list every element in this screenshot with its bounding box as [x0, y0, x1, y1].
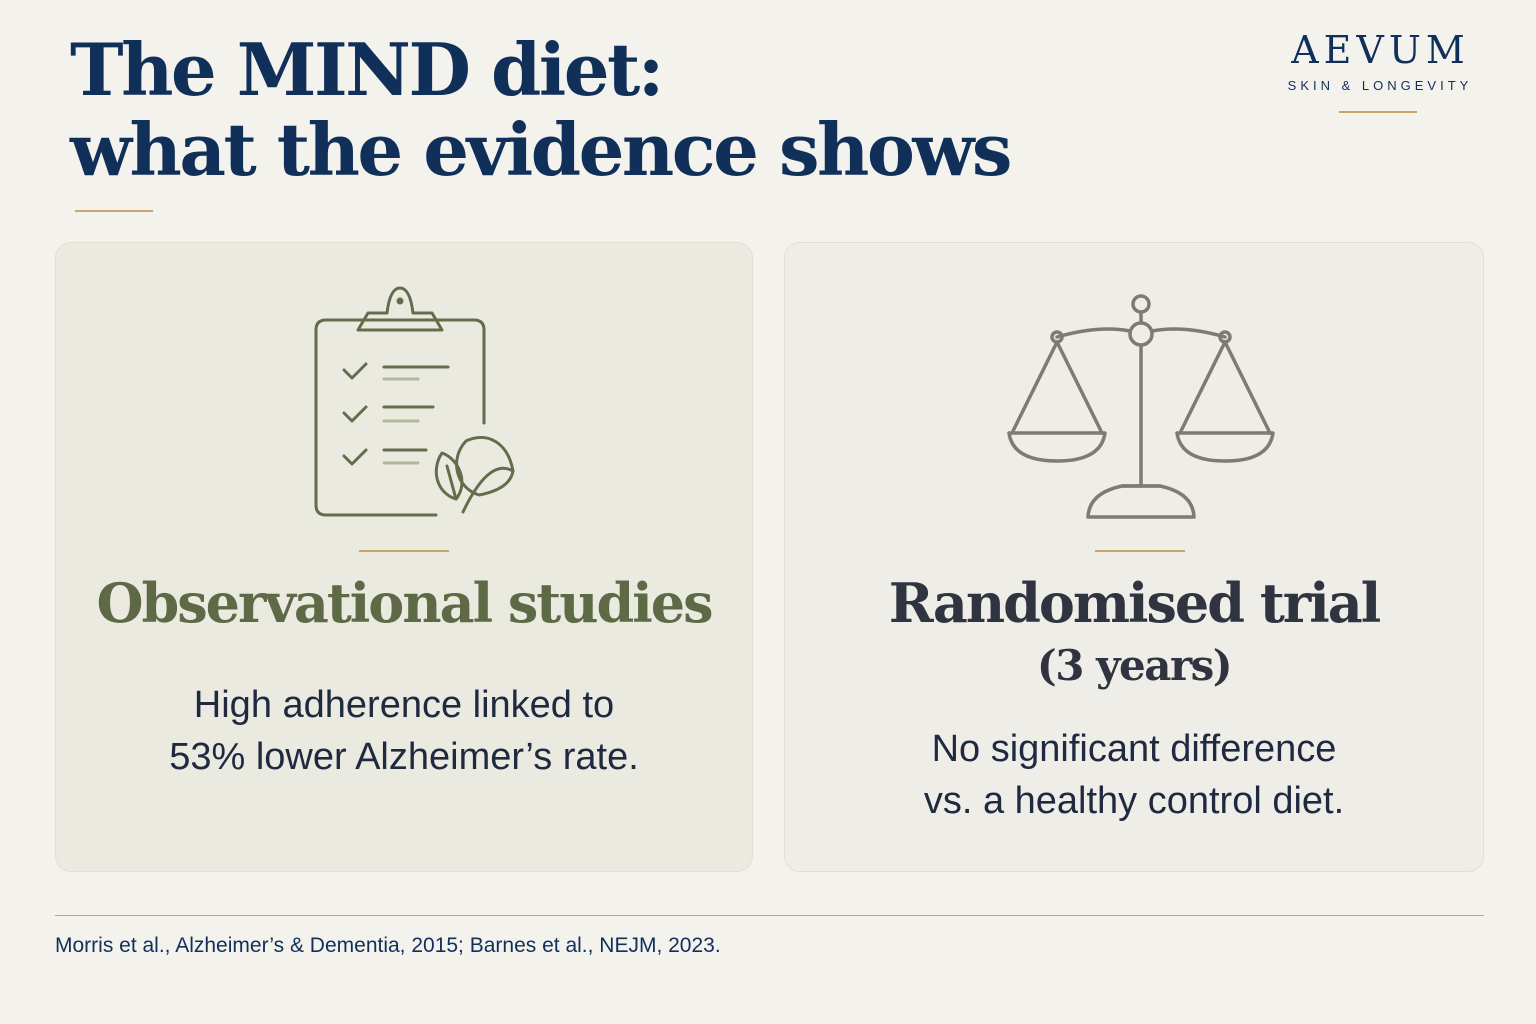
randomised-trial-card: Randomised trial (3 years) No significan…: [784, 242, 1484, 872]
observational-studies-card: Observational studies High adherence lin…: [55, 242, 753, 872]
brand-tagline: SKIN & LONGEVITY: [1287, 78, 1473, 93]
card-text-line-2: vs. a healthy control diet.: [923, 780, 1345, 822]
card-heading: Observational studies: [96, 571, 713, 635]
title-divider: [75, 210, 153, 212]
card-text-line-2: 53% lower Alzheimer’s rate.: [169, 736, 639, 778]
brand-divider: [1339, 111, 1417, 113]
card-heading: Randomised trial: [888, 571, 1382, 635]
footer-divider: [55, 915, 1484, 916]
citation: Morris et al., Alzheimer’s & Dementia, 2…: [55, 934, 721, 957]
title-line-1: The MIND diet:: [70, 27, 664, 112]
card-text-line-1: No significant difference: [931, 728, 1337, 770]
page-title: The MIND diet: what the evidence shows: [70, 27, 1012, 192]
title-line-2: what the evidence shows: [70, 107, 1012, 192]
card-divider: [359, 550, 449, 552]
brand-name: AEVUM: [1291, 28, 1470, 72]
card-description: High adherence linked to 53% lower Alzhe…: [56, 679, 752, 783]
card-text-line-1: High adherence linked to: [193, 684, 615, 726]
clipboard-leaf-icon: [314, 286, 515, 517]
card-divider: [1095, 550, 1185, 552]
brand-logo: AEVUM SKIN & LONGEVITY: [1262, 28, 1494, 113]
card-subheading: (3 years): [1036, 641, 1233, 690]
balance-scale-icon: [1007, 294, 1275, 519]
card-description: No significant difference vs. a healthy …: [785, 723, 1483, 827]
